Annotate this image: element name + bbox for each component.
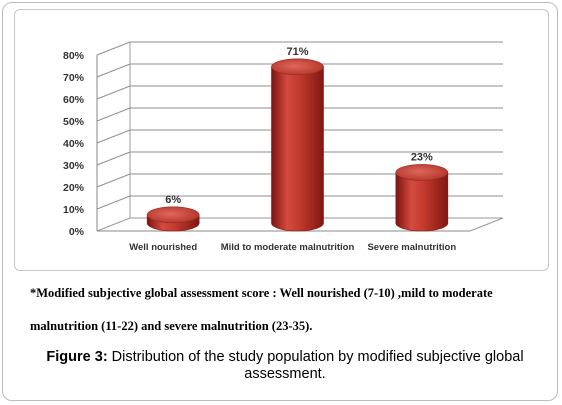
gridline bbox=[96, 107, 503, 122]
y-tick-label: 60% bbox=[63, 94, 85, 106]
footnote-line-1: *Modified subjective global assessment s… bbox=[30, 286, 493, 300]
figure-caption: Figure 3: Distribution of the study popu… bbox=[20, 349, 550, 383]
bar bbox=[395, 164, 449, 232]
data-label: 23% bbox=[411, 151, 433, 163]
y-tick-label: 0% bbox=[69, 226, 85, 238]
side-wall-bottom bbox=[96, 217, 131, 232]
gridline bbox=[96, 151, 503, 166]
y-tick-label: 40% bbox=[63, 138, 85, 150]
plot-area: 0% 10% 20% 30% 40% 50% 60% 70% 80% 6% Well nourish… bbox=[63, 41, 504, 253]
gridline bbox=[96, 129, 503, 144]
y-tick-label: 80% bbox=[63, 50, 85, 62]
y-tick-label: 30% bbox=[63, 160, 85, 172]
y-tick-label: 70% bbox=[63, 72, 85, 84]
y-tick-label: 50% bbox=[63, 116, 85, 128]
bar-chart: 0% 10% 20% 30% 40% 50% 60% 70% 80% 6% Well nourish… bbox=[63, 41, 504, 253]
bar-top bbox=[395, 164, 449, 181]
caption-label: Figure 3: bbox=[46, 349, 108, 365]
gridline bbox=[96, 63, 503, 78]
y-tick-label: 10% bbox=[63, 204, 85, 216]
data-label: 71% bbox=[286, 46, 308, 58]
bar-top bbox=[271, 58, 324, 76]
bar bbox=[271, 58, 324, 232]
gridline bbox=[96, 173, 503, 188]
bar-top bbox=[146, 206, 200, 224]
bar-body bbox=[271, 66, 324, 232]
y-tick-label: 20% bbox=[63, 182, 85, 194]
gridline bbox=[96, 195, 503, 210]
gridline bbox=[96, 41, 503, 56]
x-category-label: Severe malnutrition bbox=[367, 242, 456, 253]
data-label: 6% bbox=[165, 194, 181, 206]
floor-right-edge bbox=[469, 217, 504, 232]
footnote-line-2: malnutrition (11-22) and severe malnutri… bbox=[30, 319, 313, 333]
bar bbox=[146, 206, 200, 232]
gridline bbox=[96, 85, 503, 100]
caption-text: Distribution of the study population by … bbox=[107, 349, 524, 382]
bar-body bbox=[395, 172, 449, 232]
x-category-label: Mild to moderate malnutrition bbox=[221, 242, 355, 253]
x-category-label: Well nourished bbox=[129, 242, 197, 253]
